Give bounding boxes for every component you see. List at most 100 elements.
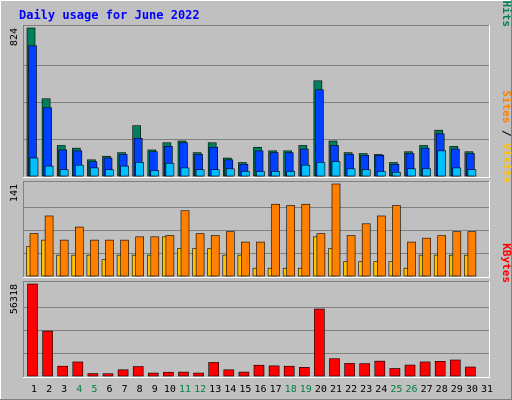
bar-sites-day-20: [316, 233, 326, 277]
bar-kbytes-day-13: [208, 362, 219, 377]
panel-bottom: 56318 KBytes: [9, 243, 512, 378]
panel-middle-max-label: 141: [9, 184, 20, 202]
series-kbytes: [27, 283, 476, 377]
bar-kbytes-day-14: [223, 369, 235, 377]
bar-kbytes-day-5: [87, 373, 99, 377]
legend-entry: Hits: [500, 1, 512, 28]
day-label-1: 1: [31, 384, 37, 395]
bar-pages-day-8: [135, 162, 144, 177]
bar-sites-day-16: [256, 241, 265, 277]
bar-pages-day-3: [59, 169, 69, 177]
bar-pages-day-15: [241, 171, 250, 177]
bar-kbytes-day-26: [404, 364, 416, 377]
legend-entry: Sites: [500, 90, 512, 123]
bar-sites-day-29: [452, 231, 462, 277]
bar-sites-day-25: [392, 205, 401, 277]
bar-kbytes-day-15: [238, 371, 250, 377]
panel-bottom-area: [23, 281, 490, 378]
day-label-10: 10: [164, 384, 176, 395]
bar-sites-day-21: [331, 183, 341, 277]
bar-pages-day-27: [422, 168, 431, 177]
bar-pages-day-10: [165, 163, 175, 177]
bar-sites-day-14: [226, 231, 235, 277]
panel-top-legend: Pages / Files / Hits: [500, 0, 512, 27]
bar-sites-day-27: [422, 237, 431, 277]
bar-sites-day-28: [437, 235, 447, 277]
legend-entry: /: [500, 0, 512, 1]
bar-pages-day-25: [392, 172, 401, 177]
bar-kbytes-day-22: [344, 363, 355, 377]
bar-kbytes-day-21: [329, 358, 340, 377]
bar-sites-day-18: [286, 205, 296, 277]
bar-kbytes-day-6: [102, 373, 114, 377]
day-label-5: 5: [91, 384, 97, 395]
bar-pages-day-18: [286, 171, 296, 177]
bar-sites-day-12: [195, 233, 205, 277]
day-label-9: 9: [152, 384, 158, 395]
bar-kbytes-day-24: [374, 360, 386, 377]
bar-pages-day-16: [256, 171, 265, 177]
legend-entry: KBytes: [500, 243, 512, 283]
bar-sites-day-24: [376, 215, 386, 277]
bar-kbytes-day-8: [132, 366, 144, 377]
day-label-3: 3: [61, 384, 67, 395]
bar-pages-day-29: [452, 167, 462, 177]
bar-sites-day-23: [361, 223, 371, 277]
bar-sites-day-3: [59, 239, 69, 277]
bar-pages-day-30: [467, 169, 477, 177]
day-label-29: 29: [451, 384, 463, 395]
bar-kbytes-day-2: [42, 330, 53, 377]
panel-top-max-label: 824: [9, 28, 20, 46]
panel-bottom-legend: KBytes: [500, 243, 512, 283]
bar-sites-day-4: [75, 226, 84, 277]
bar-pages-day-21: [331, 161, 341, 177]
bar-sites-day-30: [467, 231, 477, 277]
bar-pages-day-28: [437, 150, 447, 177]
bar-files-day-2: [43, 107, 52, 177]
panel-middle: 141 Sites / Visits: [9, 90, 512, 278]
bar-pages-day-1: [29, 157, 39, 177]
day-label-17: 17: [270, 384, 282, 395]
panel-bottom-max-label: 56318: [9, 284, 20, 314]
bar-sites-day-6: [105, 239, 114, 277]
bar-pages-day-4: [75, 164, 84, 177]
bar-kbytes-day-12: [193, 372, 204, 377]
series-sites: [29, 183, 477, 277]
day-label-26: 26: [405, 384, 417, 395]
bar-sites-day-2: [44, 215, 54, 277]
bar-pages-day-6: [105, 169, 114, 177]
bar-sites-day-7: [120, 239, 129, 277]
legend-entry: Visits: [500, 143, 512, 183]
bar-files-day-1: [28, 45, 37, 177]
bar-kbytes-day-4: [72, 361, 84, 377]
bar-kbytes-day-3: [57, 365, 69, 377]
bar-kbytes-day-18: [283, 365, 295, 377]
bar-pages-day-9: [150, 170, 160, 177]
day-label-15: 15: [239, 384, 251, 395]
bar-sites-day-1: [29, 233, 39, 277]
bar-sites-day-5: [90, 239, 99, 277]
bar-kbytes-day-25: [389, 368, 401, 377]
day-label-7: 7: [122, 384, 128, 395]
panel-top: 824 Pages / Files / Hits: [9, 0, 512, 178]
day-label-27: 27: [421, 384, 433, 395]
day-label-8: 8: [137, 384, 143, 395]
day-label-11: 11: [179, 384, 191, 395]
day-label-12: 12: [194, 384, 206, 395]
bar-pages-day-12: [195, 169, 205, 177]
bar-pages-day-11: [180, 167, 190, 177]
legend-entry: /: [500, 123, 512, 143]
bar-kbytes-day-20: [314, 308, 325, 377]
day-label-31: 31: [481, 384, 493, 395]
series-pages: [29, 150, 477, 177]
bar-kbytes-day-11: [178, 371, 189, 377]
bar-kbytes-day-27: [419, 361, 431, 377]
bar-kbytes-day-29: [449, 359, 461, 377]
day-label-24: 24: [375, 384, 387, 395]
bar-sites-day-26: [407, 241, 416, 277]
day-label-30: 30: [466, 384, 478, 395]
bar-pages-day-20: [316, 162, 326, 177]
bar-sites-day-13: [210, 235, 220, 277]
bar-pages-day-2: [44, 165, 54, 177]
